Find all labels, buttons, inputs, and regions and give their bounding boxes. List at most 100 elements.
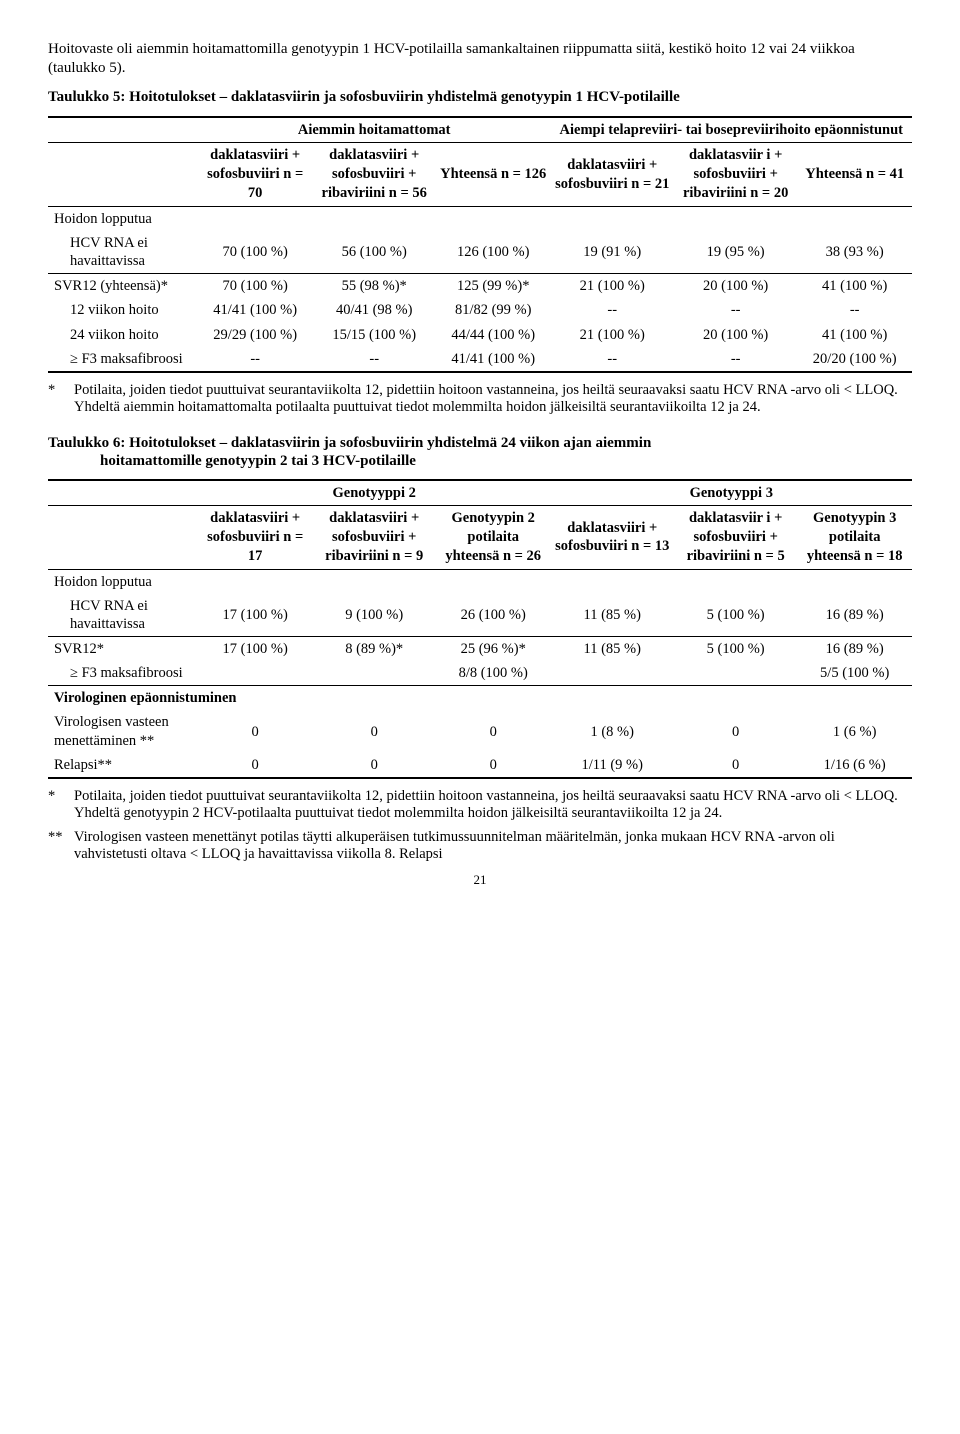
- t5-col6: Yhteensä n = 41: [797, 143, 912, 207]
- t6-r5-label: Virologisen vasteen menettäminen **: [48, 710, 198, 752]
- t6-r1-c5: 5 (100 %): [674, 594, 797, 637]
- t5-col4: daklatasviiri + sofosbuviiri n = 21: [551, 143, 674, 207]
- t5-r5-c6: 20/20 (100 %): [797, 347, 912, 372]
- t5-r1a-label: HCV RNA ei havaittavissa: [48, 231, 198, 274]
- table5-group2: Aiempi telapreviiri- tai bosepreviirihoi…: [551, 117, 912, 143]
- t6-col2: daklatasviiri + sofosbuviiri + ribavirii…: [312, 506, 435, 570]
- t6-r6-c1: 0: [198, 753, 313, 778]
- t6-r5-c5: 0: [674, 710, 797, 752]
- t5-r4-c4: 21 (100 %): [551, 323, 674, 347]
- t6-r3-c6: 5/5 (100 %): [797, 661, 912, 686]
- table6: Genotyyppi 2 Genotyyppi 3 daklatasviiri …: [48, 479, 912, 779]
- t5-r5-c1: --: [198, 347, 313, 372]
- t5-r5-c2: --: [312, 347, 435, 372]
- t6-r6-c2: 0: [312, 753, 435, 778]
- t5-r1-c6: 38 (93 %): [797, 231, 912, 274]
- t6-r2-c1: 17 (100 %): [198, 637, 313, 662]
- intro-paragraph: Hoitovaste oli aiemmin hoitamattomilla g…: [48, 40, 912, 78]
- t6-r1-c4: 11 (85 %): [551, 594, 674, 637]
- t5-r1-c2: 56 (100 %): [312, 231, 435, 274]
- t5-r3-c6: --: [797, 298, 912, 322]
- t6-r5-c3: 0: [436, 710, 551, 752]
- t6-r6-c4: 1/11 (9 %): [551, 753, 674, 778]
- t6-r2-label: SVR12*: [48, 637, 198, 662]
- table6-title: Taulukko 6: Hoitotulokset – daklatasviir…: [48, 434, 912, 472]
- t5-r4-label: 24 viikon hoito: [48, 323, 198, 347]
- t5-r2-label: SVR12 (yhteensä)*: [48, 274, 198, 299]
- t5-col1: daklatasviiri + sofosbuviiri n = 70: [198, 143, 313, 207]
- page-number: 21: [48, 872, 912, 888]
- t5-r3-c5: --: [674, 298, 797, 322]
- t5-r1-label: Hoidon lopputua: [48, 206, 912, 231]
- t5-r1-c4: 19 (91 %): [551, 231, 674, 274]
- t6-r1-c6: 16 (89 %): [797, 594, 912, 637]
- t6-fn2-mark: **: [48, 826, 74, 867]
- t6-r3-c3: 8/8 (100 %): [436, 661, 551, 686]
- t6-col6: Genotyypin 3 potilaita yhteensä n = 18: [797, 506, 912, 570]
- t5-r5-label: ≥ F3 maksafibroosi: [48, 347, 198, 372]
- t6-r1-c2: 9 (100 %): [312, 594, 435, 637]
- t5-r2-c5: 20 (100 %): [674, 274, 797, 299]
- t6-r1a-label: HCV RNA ei havaittavissa: [48, 594, 198, 637]
- t5-col3: Yhteensä n = 126: [436, 143, 551, 207]
- t5-r3-c2: 40/41 (98 %): [312, 298, 435, 322]
- t5-r2-c6: 41 (100 %): [797, 274, 912, 299]
- t6-r6-c6: 1/16 (6 %): [797, 753, 912, 778]
- t6-r5-c1: 0: [198, 710, 313, 752]
- t6-r2-c4: 11 (85 %): [551, 637, 674, 662]
- t6-col1: daklatasviiri + sofosbuviiri n = 17: [198, 506, 313, 570]
- t6-r3-c1: [198, 661, 313, 686]
- t5-r4-c1: 29/29 (100 %): [198, 323, 313, 347]
- t6-r3-label: ≥ F3 maksafibroosi: [48, 661, 198, 686]
- t5-r1-c3: 126 (100 %): [436, 231, 551, 274]
- t6-fn1-mark: *: [48, 785, 74, 826]
- t5-r2-c3: 125 (99 %)*: [436, 274, 551, 299]
- t5-col2: daklatasviiri + sofosbuviiri + ribavirii…: [312, 143, 435, 207]
- t5-r3-c4: --: [551, 298, 674, 322]
- table6-footnotes: * Potilaita, joiden tiedot puuttuivat se…: [48, 785, 912, 867]
- t5-fn-mark: *: [48, 379, 74, 420]
- t6-r2-c6: 16 (89 %): [797, 637, 912, 662]
- t6-r3-c4: [551, 661, 674, 686]
- t6-r3-c2: [312, 661, 435, 686]
- t5-r4-c5: 20 (100 %): [674, 323, 797, 347]
- t6-r2-c5: 5 (100 %): [674, 637, 797, 662]
- t5-r3-label: 12 viikon hoito: [48, 298, 198, 322]
- table5-group1: Aiemmin hoitamattomat: [198, 117, 551, 143]
- t5-r4-c6: 41 (100 %): [797, 323, 912, 347]
- t6-r6-label: Relapsi**: [48, 753, 198, 778]
- t5-r5-c4: --: [551, 347, 674, 372]
- table5: Aiemmin hoitamattomat Aiempi telapreviir…: [48, 116, 912, 373]
- t5-r2-c2: 55 (98 %)*: [312, 274, 435, 299]
- t5-r1-c5: 19 (95 %): [674, 231, 797, 274]
- table6-group1: Genotyyppi 2: [198, 480, 551, 506]
- t5-r5-c5: --: [674, 347, 797, 372]
- t5-r2-c4: 21 (100 %): [551, 274, 674, 299]
- t5-r3-c1: 41/41 (100 %): [198, 298, 313, 322]
- t6-title-l1: Taulukko 6: Hoitotulokset – daklatasviir…: [48, 435, 651, 451]
- table5-footnote: * Potilaita, joiden tiedot puuttuivat se…: [48, 379, 912, 420]
- t5-col5: daklatasviir i + sofosbuviiri + ribaviri…: [674, 143, 797, 207]
- t5-r3-c3: 81/82 (99 %): [436, 298, 551, 322]
- t6-fn2-text: Virologisen vasteen menettänyt potilas t…: [74, 826, 912, 867]
- t5-r2-c1: 70 (100 %): [198, 274, 313, 299]
- table6-group2: Genotyyppi 3: [551, 480, 912, 506]
- t6-col5: daklatasviir i + sofosbuviiri + ribaviri…: [674, 506, 797, 570]
- table5-title: Taulukko 5: Hoitotulokset – daklatasviir…: [48, 88, 912, 107]
- t6-col3: Genotyypin 2 potilaita yhteensä n = 26: [436, 506, 551, 570]
- t6-r1-c3: 26 (100 %): [436, 594, 551, 637]
- t6-title-l2: hoitamattomille genotyypin 2 tai 3 HCV-p…: [48, 452, 912, 471]
- t6-r4-label: Virologinen epäonnistuminen: [48, 686, 912, 711]
- t6-r5-c2: 0: [312, 710, 435, 752]
- t6-col4: daklatasviiri + sofosbuviiri n = 13: [551, 506, 674, 570]
- t5-fn-text: Potilaita, joiden tiedot puuttuivat seur…: [74, 379, 912, 420]
- t6-r6-c3: 0: [436, 753, 551, 778]
- t6-r3-c5: [674, 661, 797, 686]
- t6-r1-c1: 17 (100 %): [198, 594, 313, 637]
- t5-r4-c2: 15/15 (100 %): [312, 323, 435, 347]
- t6-r2-c2: 8 (89 %)*: [312, 637, 435, 662]
- t5-r5-c3: 41/41 (100 %): [436, 347, 551, 372]
- t6-r6-c5: 0: [674, 753, 797, 778]
- t5-r1-c1: 70 (100 %): [198, 231, 313, 274]
- t6-r2-c3: 25 (96 %)*: [436, 637, 551, 662]
